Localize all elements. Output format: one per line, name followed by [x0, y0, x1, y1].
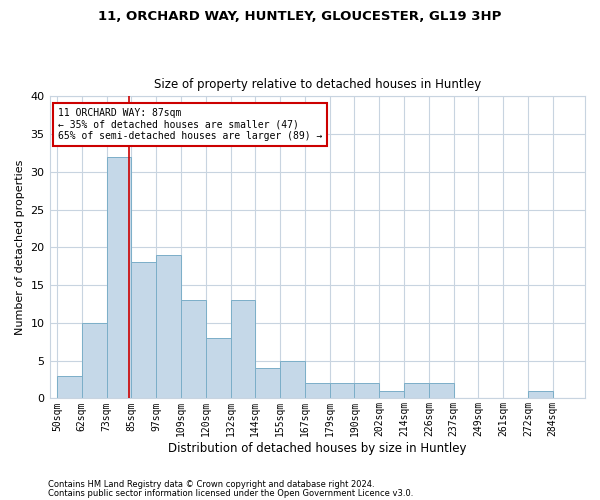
- Text: 11 ORCHARD WAY: 87sqm
← 35% of detached houses are smaller (47)
65% of semi-deta: 11 ORCHARD WAY: 87sqm ← 35% of detached …: [58, 108, 322, 141]
- Bar: [329, 384, 355, 398]
- Text: 11, ORCHARD WAY, HUNTLEY, GLOUCESTER, GL19 3HP: 11, ORCHARD WAY, HUNTLEY, GLOUCESTER, GL…: [98, 10, 502, 23]
- Bar: [107, 156, 131, 398]
- Bar: [280, 360, 305, 399]
- Bar: [82, 323, 107, 398]
- Text: Contains HM Land Registry data © Crown copyright and database right 2024.: Contains HM Land Registry data © Crown c…: [48, 480, 374, 489]
- Bar: [429, 384, 454, 398]
- Bar: [305, 384, 329, 398]
- Bar: [379, 391, 404, 398]
- Bar: [355, 384, 379, 398]
- Bar: [230, 300, 255, 398]
- Bar: [156, 255, 181, 398]
- Bar: [255, 368, 280, 398]
- Text: Contains public sector information licensed under the Open Government Licence v3: Contains public sector information licen…: [48, 488, 413, 498]
- Bar: [404, 384, 429, 398]
- Bar: [131, 262, 156, 398]
- Bar: [181, 300, 206, 398]
- Title: Size of property relative to detached houses in Huntley: Size of property relative to detached ho…: [154, 78, 481, 91]
- Bar: [528, 391, 553, 398]
- Y-axis label: Number of detached properties: Number of detached properties: [15, 160, 25, 335]
- Bar: [57, 376, 82, 398]
- Bar: [206, 338, 230, 398]
- X-axis label: Distribution of detached houses by size in Huntley: Distribution of detached houses by size …: [168, 442, 467, 455]
